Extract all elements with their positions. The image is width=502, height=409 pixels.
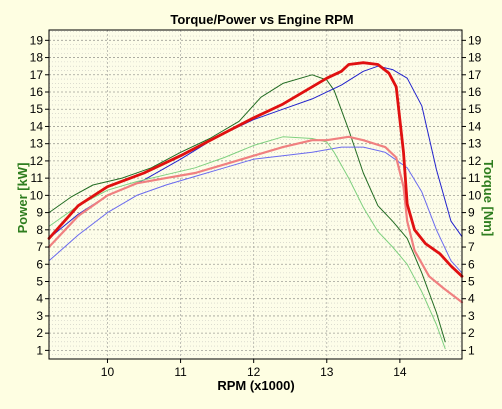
y-tick-label-right: 17 [468, 68, 482, 82]
y-tick-label-left: 19 [30, 33, 44, 47]
y-tick-label-right: 5 [468, 274, 475, 288]
y-tick-label-right: 7 [468, 240, 475, 254]
y-axis-label-left: Power [kW] [15, 163, 30, 234]
y-tick-label-left: 4 [36, 292, 43, 306]
y-tick-label-left: 10 [30, 188, 44, 202]
y-tick-label-left: 7 [36, 240, 43, 254]
y-tick-label-left: 15 [30, 102, 44, 116]
y-tick-label-right: 11 [468, 171, 481, 185]
y-tick-label-right: 10 [468, 188, 482, 202]
chart-title: Torque/Power vs Engine RPM [170, 12, 353, 27]
series-line-3 [48, 146, 463, 274]
y-tick-label-left: 13 [30, 137, 44, 151]
y-axis-label-right: Torque [Nm] [481, 160, 496, 236]
y-tick-label-left: 8 [36, 223, 43, 237]
x-tick-label: 11 [174, 365, 187, 379]
y-tick-label-right: 1 [468, 343, 475, 357]
series-line-5 [47, 135, 464, 304]
x-axis-label: RPM (x1000) [217, 378, 294, 393]
y-tick-label-left: 18 [30, 51, 44, 65]
y-tick-label-right: 2 [468, 326, 475, 340]
plot-border [48, 29, 463, 360]
y-tick-label-right: 16 [468, 85, 482, 99]
y-tick-label-left: 6 [36, 257, 43, 271]
x-tick-label: 14 [393, 365, 407, 379]
series-line-6 [47, 61, 464, 278]
grid-layer [49, 30, 462, 360]
series-line-1 [48, 74, 446, 343]
y-tick-label-right: 6 [468, 257, 475, 271]
x-tick-label: 10 [101, 365, 115, 379]
y-tick-label-left: 12 [30, 154, 44, 168]
y-tick-label-left: 1 [36, 343, 43, 357]
y-tick-label-left: 17 [30, 68, 44, 82]
y-tick-label-left: 16 [30, 85, 44, 99]
y-tick-label-right: 14 [468, 119, 482, 133]
y-tick-label-right: 9 [468, 206, 475, 220]
y-tick-label-right: 12 [468, 154, 482, 168]
plot-area [49, 30, 462, 359]
y-tick-label-right: 13 [468, 137, 482, 151]
series-layer [47, 61, 464, 350]
y-tick-label-left: 2 [36, 326, 43, 340]
y-tick-label-left: 5 [36, 274, 43, 288]
y-tick-label-left: 14 [30, 119, 44, 133]
y-tick-label-right: 15 [468, 102, 482, 116]
y-tick-label-left: 3 [36, 309, 43, 323]
y-tick-label-right: 4 [468, 292, 475, 306]
y-tick-label-left: 9 [36, 206, 43, 220]
y-tick-label-right: 3 [468, 309, 475, 323]
x-tick-label: 13 [320, 365, 334, 379]
y-tick-label-right: 19 [468, 33, 482, 47]
x-tick-label: 12 [247, 365, 261, 379]
y-tick-label-right: 18 [468, 51, 482, 65]
y-tick-label-left: 11 [31, 171, 44, 185]
y-tick-label-right: 8 [468, 223, 475, 237]
